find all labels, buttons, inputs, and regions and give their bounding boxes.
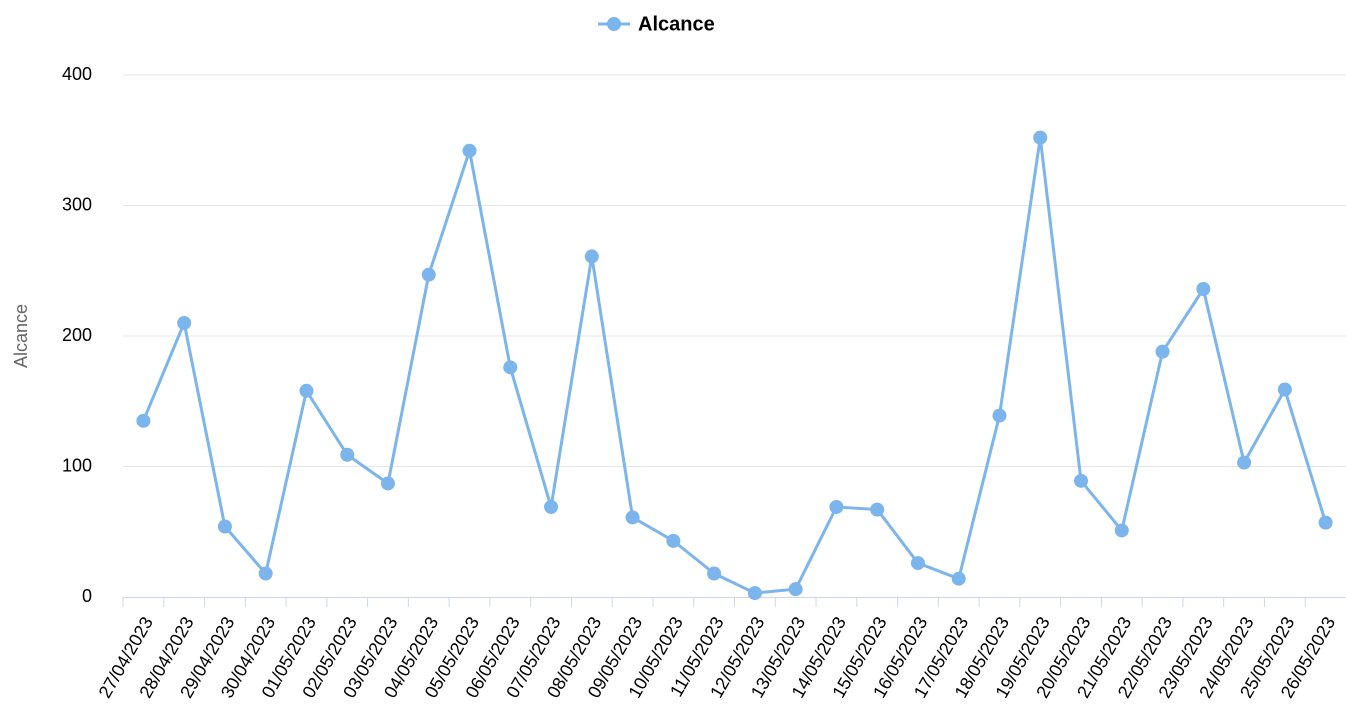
point xyxy=(870,502,885,517)
point xyxy=(584,249,599,264)
point xyxy=(910,556,925,571)
point xyxy=(951,571,966,586)
point xyxy=(707,566,722,581)
legend-label: Alcance xyxy=(638,13,715,35)
y-tick-label: 200 xyxy=(62,325,92,345)
point xyxy=(1277,382,1292,397)
point xyxy=(136,413,151,428)
legend-marker xyxy=(607,17,621,31)
point xyxy=(1237,455,1252,470)
point xyxy=(1318,515,1333,530)
point xyxy=(340,447,355,462)
point xyxy=(258,566,273,581)
line xyxy=(141,136,1328,595)
point xyxy=(503,360,518,375)
legend: Alcance xyxy=(598,13,715,35)
point xyxy=(177,315,192,330)
y-tick-label: 300 xyxy=(62,194,92,214)
point xyxy=(217,519,232,534)
point xyxy=(1033,130,1048,145)
point xyxy=(1074,473,1089,488)
point xyxy=(462,143,477,158)
point xyxy=(1196,282,1211,297)
y-tick-label: 100 xyxy=(62,455,92,475)
y-tick-label: 0 xyxy=(82,586,92,606)
point xyxy=(788,582,803,597)
point xyxy=(1155,344,1170,359)
point xyxy=(625,510,640,525)
point xyxy=(380,476,395,491)
point xyxy=(1114,523,1129,538)
y-tick-label: 400 xyxy=(62,64,92,84)
point xyxy=(299,383,314,398)
point xyxy=(544,499,559,514)
point xyxy=(666,533,681,548)
point xyxy=(421,267,436,282)
y-axis-title: Alcance xyxy=(11,304,31,368)
point xyxy=(992,408,1007,423)
point xyxy=(829,499,844,514)
point xyxy=(747,586,762,601)
